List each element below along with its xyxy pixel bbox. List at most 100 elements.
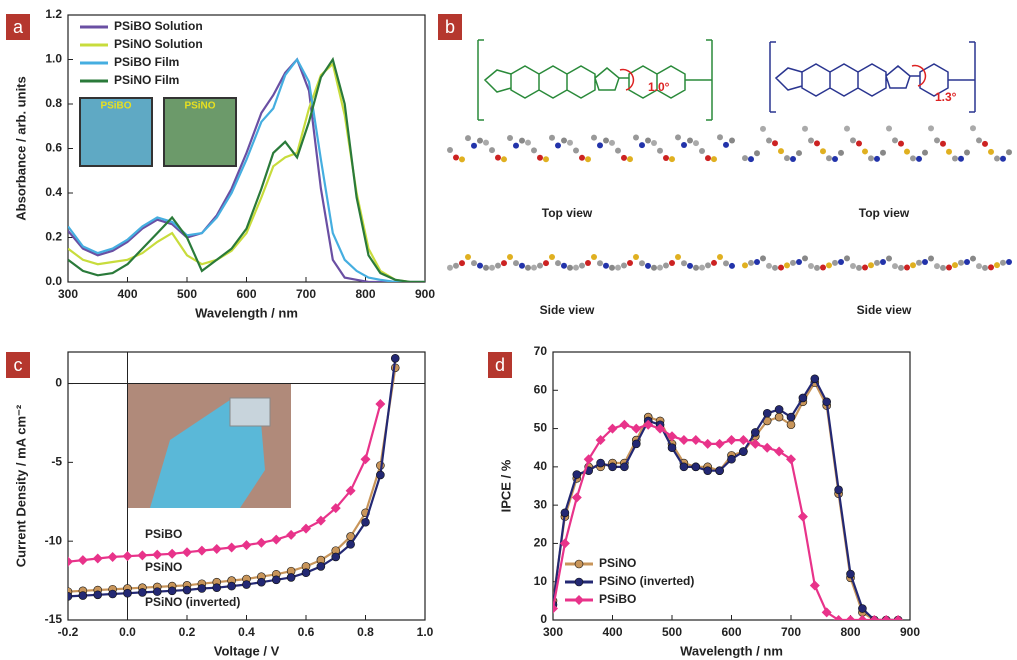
atom (994, 156, 1000, 162)
atom (537, 155, 543, 161)
x-tick-label: 600 (721, 625, 741, 639)
device-photo (128, 384, 291, 508)
data-point (243, 581, 251, 589)
atom (940, 141, 946, 147)
data-point (609, 463, 617, 471)
atom (862, 148, 868, 154)
atom (513, 260, 519, 266)
atom (832, 156, 838, 162)
atom (567, 265, 573, 271)
atom (657, 148, 663, 154)
atom (573, 147, 579, 153)
data-point (78, 555, 88, 565)
atom (717, 134, 723, 140)
atom (784, 155, 790, 161)
atom (489, 147, 495, 153)
data-point (109, 590, 117, 598)
atom (934, 263, 940, 269)
atom (687, 137, 693, 143)
data-point (228, 582, 236, 590)
x-tick-label: 500 (177, 287, 197, 301)
data-point (893, 615, 903, 625)
atom (615, 265, 621, 271)
atom (820, 148, 826, 154)
data-point (242, 540, 252, 550)
atom (874, 260, 880, 266)
y-tick-label: 40 (534, 459, 548, 473)
atom (922, 259, 928, 265)
atom (772, 265, 778, 271)
atom (711, 156, 717, 162)
series-line (68, 64, 425, 282)
torsion-angle: 1.3° (935, 90, 957, 104)
atom (447, 147, 453, 153)
atom (471, 143, 477, 149)
data-point (775, 405, 783, 413)
data-point (302, 569, 310, 577)
atom (603, 263, 609, 269)
atom (970, 256, 976, 262)
atom (778, 148, 784, 154)
atom (627, 260, 633, 266)
atom (459, 260, 465, 266)
data-point (798, 512, 808, 522)
atom (952, 155, 958, 161)
data-point (376, 471, 384, 479)
atom (934, 137, 940, 143)
atom (1000, 260, 1006, 266)
y-tick-label: 0 (55, 376, 62, 390)
data-point (716, 467, 724, 475)
atom (555, 260, 561, 266)
data-point (847, 570, 855, 578)
y-tick-label: 10 (534, 574, 548, 588)
data-point (212, 544, 222, 554)
atom (994, 262, 1000, 268)
atom (1000, 156, 1006, 162)
x-tick-label: 300 (543, 625, 563, 639)
x-tick-label: 1.0 (417, 625, 434, 639)
atom (916, 156, 922, 162)
atom (477, 263, 483, 269)
atom (711, 260, 717, 266)
data-point (597, 459, 605, 467)
panel-label: c (14, 355, 23, 375)
atom (543, 260, 549, 266)
atom (597, 260, 603, 266)
atom (982, 141, 988, 147)
y-axis-title: Current Density / mA cm⁻² (13, 404, 28, 567)
curve-label: PSiNO (inverted) (145, 595, 240, 609)
atom (748, 260, 754, 266)
atom (868, 262, 874, 268)
atom (639, 260, 645, 266)
atom (489, 265, 495, 271)
data-point (680, 463, 688, 471)
atom (573, 265, 579, 271)
x-tick-label: 800 (355, 287, 375, 301)
atom (465, 254, 471, 260)
atom (856, 140, 862, 146)
atom (669, 260, 675, 266)
atom (886, 255, 892, 261)
atom (561, 263, 567, 269)
legend-label: PSiNO Solution (114, 37, 203, 51)
atom (699, 265, 705, 271)
y-tick-label: 60 (534, 382, 548, 396)
legend-label: PSiNO Film (114, 73, 179, 87)
data-point (572, 492, 582, 502)
y-tick-label: 0.6 (45, 141, 62, 155)
atom (609, 265, 615, 271)
x-tick-label: 400 (117, 287, 137, 301)
atom (856, 265, 862, 271)
atom (778, 265, 784, 271)
data-point (286, 530, 296, 540)
data-point (668, 444, 676, 452)
data-point (64, 592, 72, 600)
data-point (108, 552, 118, 562)
atom (928, 125, 934, 131)
data-point (213, 584, 221, 592)
atom (495, 263, 501, 269)
atom (844, 255, 850, 261)
data-point (167, 549, 177, 559)
atom (766, 263, 772, 269)
atom (814, 140, 820, 146)
